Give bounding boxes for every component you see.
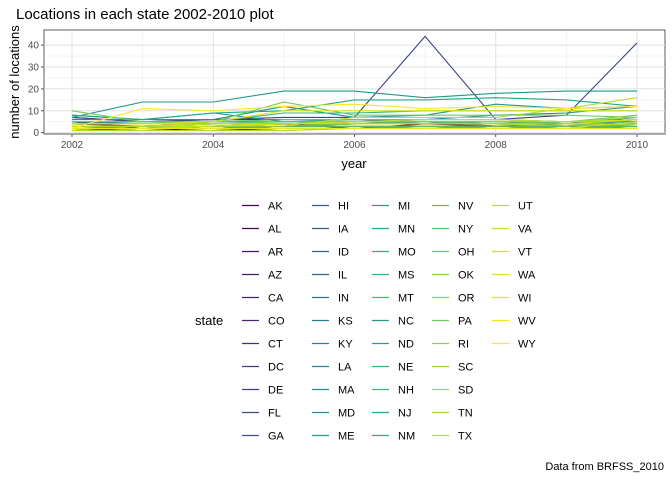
legend-label-LA: LA — [338, 362, 352, 374]
series-line-NC — [71, 90, 637, 118]
legend-label-ND: ND — [398, 339, 414, 351]
legend-label-WV: WV — [518, 316, 536, 328]
legend-label-WA: WA — [518, 270, 536, 282]
legend-label-NJ: NJ — [398, 408, 411, 420]
legend-label-CT: CT — [268, 339, 283, 351]
x-tick-label: 2002 — [61, 140, 84, 151]
legend-label-VT: VT — [518, 247, 532, 259]
series-line-PA — [71, 101, 638, 123]
legend-label-NE: NE — [398, 362, 413, 374]
legend-label-WY: WY — [518, 339, 536, 351]
legend-label-ME: ME — [338, 431, 355, 443]
series-lines — [71, 35, 638, 132]
legend: AK AL AR AZ CA CO CT DC DE FL GA HI IA ID IL IN KS KY LA MA… — [242, 201, 536, 443]
x-axis-label: year — [341, 156, 367, 171]
chart-caption: Data from BRFSS_2010 — [545, 461, 664, 473]
x-tick-label: 2010 — [626, 140, 649, 151]
legend-label-NY: NY — [458, 224, 474, 236]
legend-label-MT: MT — [398, 293, 414, 305]
y-tick-label: 20 — [28, 84, 40, 95]
x-tick-label: 2008 — [485, 140, 508, 151]
legend-label-MD: MD — [338, 408, 355, 420]
series-line-VT — [72, 119, 638, 127]
legend-label-MI: MI — [398, 201, 410, 213]
legend-label-NC: NC — [398, 316, 414, 328]
legend-label-DC: DC — [268, 362, 284, 374]
series-line-NJ — [71, 97, 638, 121]
y-tick-label: 30 — [28, 63, 40, 74]
series-line-UT — [72, 119, 638, 127]
legend-label-RI: RI — [458, 339, 469, 351]
plot-panel — [43, 29, 666, 135]
legend-label-VA: VA — [518, 224, 533, 236]
legend-label-MS: MS — [398, 270, 415, 282]
legend-label-KS: KS — [338, 316, 353, 328]
y-tick-label: 10 — [28, 106, 40, 117]
legend-label-SD: SD — [458, 385, 473, 397]
legend-label-MO: MO — [398, 247, 416, 259]
legend-label-GA: GA — [268, 431, 285, 443]
series-line-WA — [72, 110, 637, 125]
x-tick-label: 2004 — [202, 140, 225, 151]
legend-label-NH: NH — [398, 385, 414, 397]
legend-label-AL: AL — [268, 224, 281, 236]
legend-label-TX: TX — [458, 431, 473, 443]
legend-label-NM: NM — [398, 431, 415, 443]
legend-label-AR: AR — [268, 247, 283, 259]
y-axis-label: number of locations — [7, 25, 22, 139]
x-axis-ticks: 2002 2004 2006 2008 2010 — [61, 134, 649, 151]
legend-label-CO: CO — [268, 316, 285, 328]
legend-label-OR: OR — [458, 293, 475, 305]
legend-label-KY: KY — [338, 339, 353, 351]
legend-label-MA: MA — [338, 385, 355, 397]
chart-title: Locations in each state 2002-2010 plot — [16, 6, 275, 23]
legend-label-IN: IN — [338, 293, 349, 305]
y-tick-label: 40 — [28, 41, 40, 52]
legend-label-FL: FL — [268, 408, 281, 420]
legend-label-OK: OK — [458, 270, 475, 282]
x-tick-label: 2006 — [343, 140, 366, 151]
legend-label-DE: DE — [268, 385, 283, 397]
legend-label-OH: OH — [458, 247, 475, 259]
legend-label-UT: UT — [518, 201, 533, 213]
legend-label-CA: CA — [268, 293, 284, 305]
series-line-WY — [71, 103, 638, 129]
legend-label-AZ: AZ — [268, 270, 282, 282]
legend-label-SC: SC — [458, 362, 473, 374]
legend-label-PA: PA — [458, 316, 473, 328]
legend-title: state — [195, 313, 223, 328]
legend-label-AK: AK — [268, 201, 283, 213]
legend-label-WI: WI — [518, 293, 531, 305]
legend-label-TN: TN — [458, 408, 473, 420]
y-axis-ticks: 0 10 20 30 40 — [28, 41, 44, 139]
legend-label-NV: NV — [458, 201, 474, 213]
y-tick-label: 0 — [33, 128, 39, 139]
legend-label-HI: HI — [338, 201, 349, 213]
legend-label-IL: IL — [338, 270, 347, 282]
legend-label-MN: MN — [398, 224, 415, 236]
legend-label-IA: IA — [338, 224, 349, 236]
series-line-TX — [72, 97, 638, 129]
legend-label-ID: ID — [338, 247, 349, 259]
